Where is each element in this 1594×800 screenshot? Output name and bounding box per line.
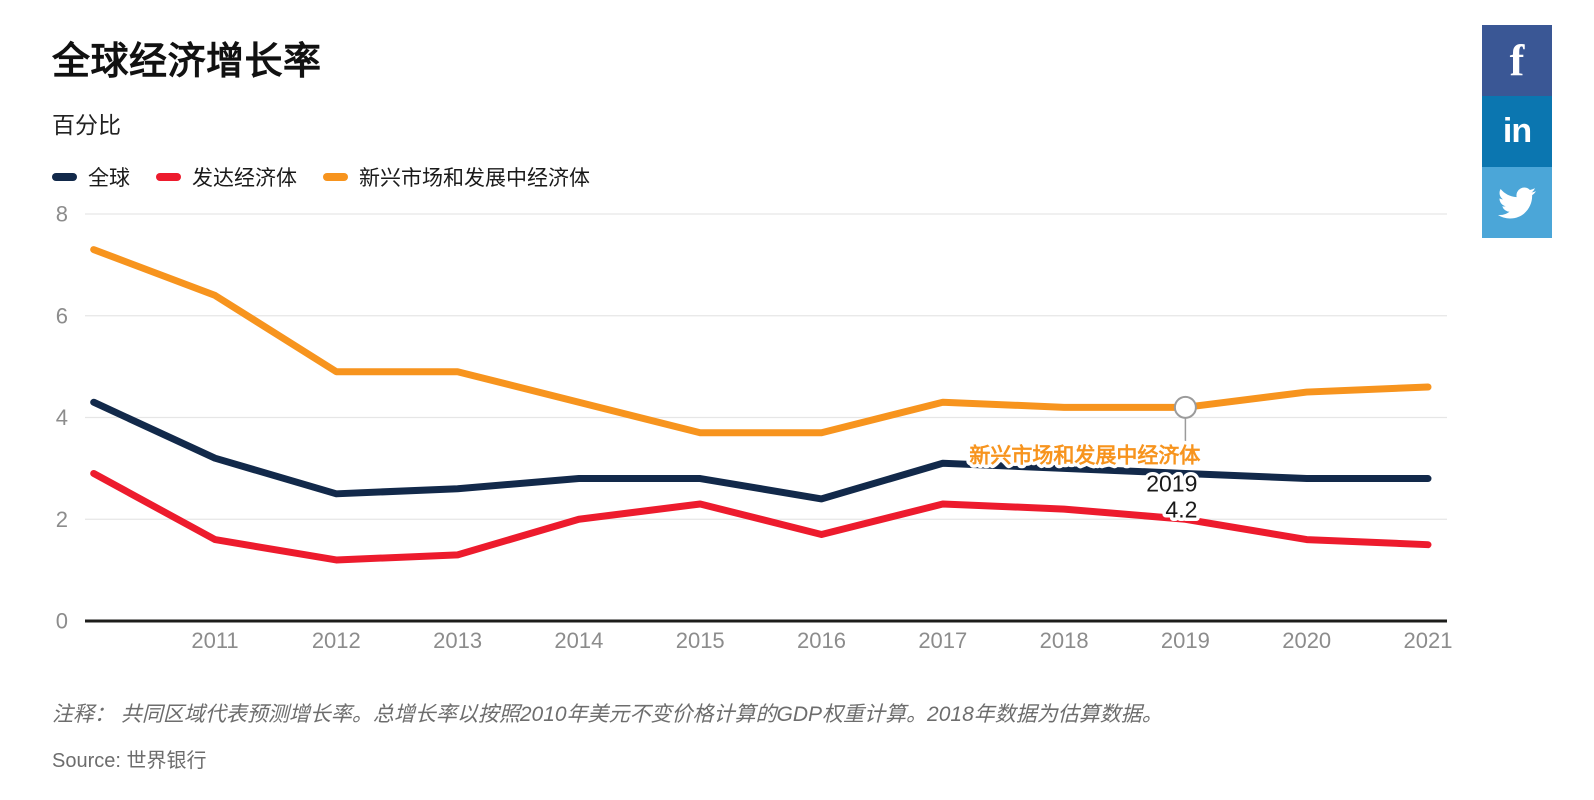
legend-swatch-global bbox=[52, 173, 77, 181]
linkedin-share-button[interactable]: in bbox=[1482, 96, 1552, 167]
twitter-icon bbox=[1498, 187, 1536, 218]
y-axis-unit-label: 百分比 bbox=[52, 112, 121, 138]
x-tick-label: 2012 bbox=[312, 628, 361, 653]
y-tick-label: 6 bbox=[56, 303, 68, 328]
series-line-新兴市场和发展中经济体 bbox=[90, 246, 1432, 437]
x-tick-label: 2011 bbox=[191, 628, 238, 653]
legend-label-advanced-economies: 发达经济体 bbox=[192, 167, 297, 190]
tooltip-year: 2019 bbox=[1146, 470, 1197, 496]
chart-source: Source: 世界银行 bbox=[52, 750, 207, 772]
legend-item-emerging-markets: 新兴市场和发展中经济体 bbox=[323, 162, 590, 192]
tooltip-series-label: 新兴市场和发展中经济体 bbox=[969, 443, 1201, 467]
legend-label-global: 全球 bbox=[88, 167, 130, 190]
legend-item-global: 全球 bbox=[52, 162, 130, 192]
chart-footnote: 注释： 共同区域代表预测增长率。总增长率以按照2010年美元不变价格计算的GDP… bbox=[52, 703, 1163, 726]
x-tick-label: 2020 bbox=[1282, 628, 1331, 653]
twitter-share-button[interactable] bbox=[1482, 167, 1552, 238]
line-chart[interactable]: 0 2 4 6 8 2011 2012 2013 2014 2015 2016 2017 2018 201… bbox=[0, 0, 1594, 680]
tooltip-value: 4.2 bbox=[1165, 496, 1197, 522]
facebook-icon: f bbox=[1509, 36, 1525, 85]
x-tick-label: 2016 bbox=[797, 628, 846, 653]
legend-swatch-emerging-markets bbox=[323, 173, 348, 181]
x-tick-label: 2017 bbox=[918, 628, 967, 653]
series-line-发达经济体 bbox=[90, 469, 1432, 564]
chart-legend: 全球 发达经济体 新兴市场和发展中经济体 bbox=[52, 162, 590, 192]
x-tick-label: 2015 bbox=[676, 628, 725, 653]
legend-item-advanced-economies: 发达经济体 bbox=[156, 162, 297, 192]
legend-swatch-advanced-economies bbox=[156, 173, 181, 181]
x-tick-label: 2021 bbox=[1404, 628, 1453, 653]
x-tick-label: 2013 bbox=[433, 628, 482, 653]
share-rail: f in bbox=[1482, 25, 1552, 238]
y-tick-label: 0 bbox=[56, 609, 68, 634]
tooltip-marker[interactable] bbox=[1173, 395, 1197, 419]
linkedin-icon: in bbox=[1502, 112, 1532, 150]
x-tick-label: 2014 bbox=[554, 628, 603, 653]
series-line-全球 bbox=[90, 398, 1432, 503]
page-title: 全球经济增长率 bbox=[52, 41, 322, 83]
y-tick-label: 4 bbox=[56, 405, 68, 430]
facebook-share-button[interactable]: f bbox=[1482, 25, 1552, 96]
y-tick-label: 2 bbox=[56, 507, 68, 532]
legend-label-emerging-markets: 新兴市场和发展中经济体 bbox=[359, 167, 590, 190]
x-tick-label: 2018 bbox=[1040, 628, 1089, 653]
y-tick-label: 8 bbox=[56, 202, 68, 227]
x-tick-label: 2019 bbox=[1161, 628, 1210, 653]
